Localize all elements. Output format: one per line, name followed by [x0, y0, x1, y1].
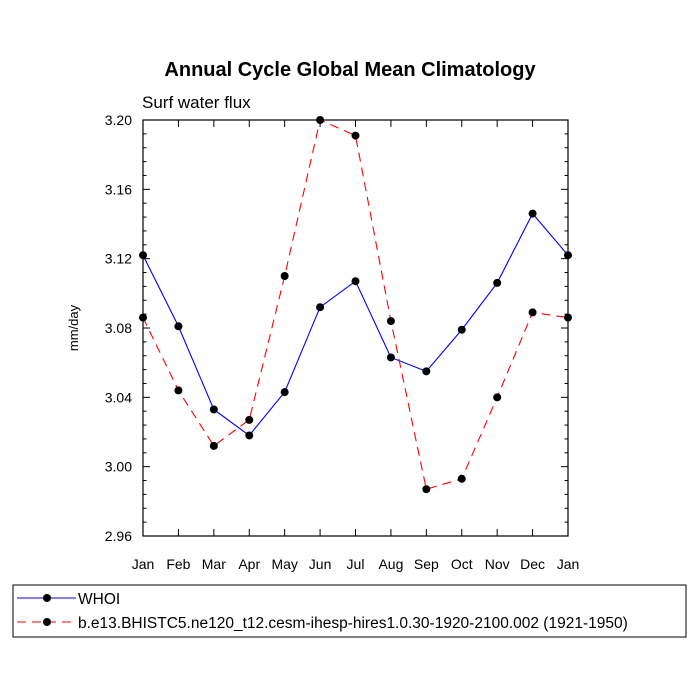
series-2-point	[493, 393, 502, 402]
series-2-point	[174, 386, 183, 395]
series-2-point	[422, 485, 431, 494]
series-2-point	[316, 116, 325, 124]
y-tick-label: 3.00	[105, 459, 132, 475]
x-tick-label: Dec	[520, 556, 545, 572]
series-2-point	[245, 415, 254, 424]
series-1-point	[386, 353, 395, 362]
series-1-point	[280, 388, 289, 397]
y-tick-label: 3.16	[105, 181, 132, 197]
chart-subtitle: Surf water flux	[142, 93, 251, 112]
legend-label-2: b.e13.BHISTC5.ne120_t12.cesm-ihesp-hires…	[78, 615, 628, 632]
series-2-point	[280, 272, 289, 280]
legend-box	[12, 584, 687, 638]
series-1-point	[245, 431, 254, 440]
plot-frame	[142, 119, 569, 537]
series-line-1	[142, 212, 569, 437]
series-1-point	[209, 405, 218, 414]
series-1-point	[528, 209, 537, 218]
series-2-point	[386, 317, 395, 326]
series-2-point	[139, 313, 147, 322]
x-tick-label: Apr	[238, 556, 260, 572]
legend-marker-1	[43, 594, 51, 602]
series-2-point	[564, 313, 572, 322]
series-2-point	[528, 308, 537, 317]
series-1-point	[493, 278, 502, 287]
x-tick-label: Jan	[557, 556, 580, 572]
chart-title: Annual Cycle Global Mean Climatology	[164, 59, 536, 81]
x-tick-label: Mar	[202, 556, 226, 572]
y-tick-label: 3.08	[105, 320, 132, 336]
series-1-point	[422, 367, 431, 376]
x-tick-label: May	[271, 556, 297, 572]
y-tick-label: 3.12	[105, 251, 132, 267]
series-line-2	[142, 119, 569, 490]
x-tick-label: Aug	[378, 556, 403, 572]
legend: WHOI b.e13.BHISTC5.ne120_t12.cesm-ihesp-h…	[12, 584, 687, 638]
x-tick-label: Jun	[309, 556, 332, 572]
x-tick-label: Feb	[166, 556, 190, 572]
series-1-point	[139, 251, 147, 260]
y-tick-label: 2.96	[105, 528, 132, 544]
x-tick-label: Nov	[485, 556, 510, 572]
y-tick-label: 3.04	[105, 389, 132, 405]
series-1-point	[316, 303, 325, 312]
legend-label-1: WHOI	[78, 591, 120, 608]
legend-marker-2	[43, 618, 51, 626]
series-2-point	[209, 441, 218, 450]
series-1-point	[564, 251, 572, 260]
series-1-point	[457, 325, 466, 334]
series-2-point	[457, 474, 466, 483]
y-tick-label: 3.20	[105, 112, 132, 128]
series-1-point	[174, 322, 183, 331]
x-tick-label: Jul	[347, 556, 365, 572]
x-tick-label: Jan	[132, 556, 155, 572]
x-tick-label: Oct	[451, 556, 473, 572]
series-1-point	[351, 277, 360, 286]
y-axis-label: mm/day	[66, 304, 81, 351]
series-2-point	[351, 131, 360, 140]
x-tick-label: Sep	[414, 556, 439, 572]
